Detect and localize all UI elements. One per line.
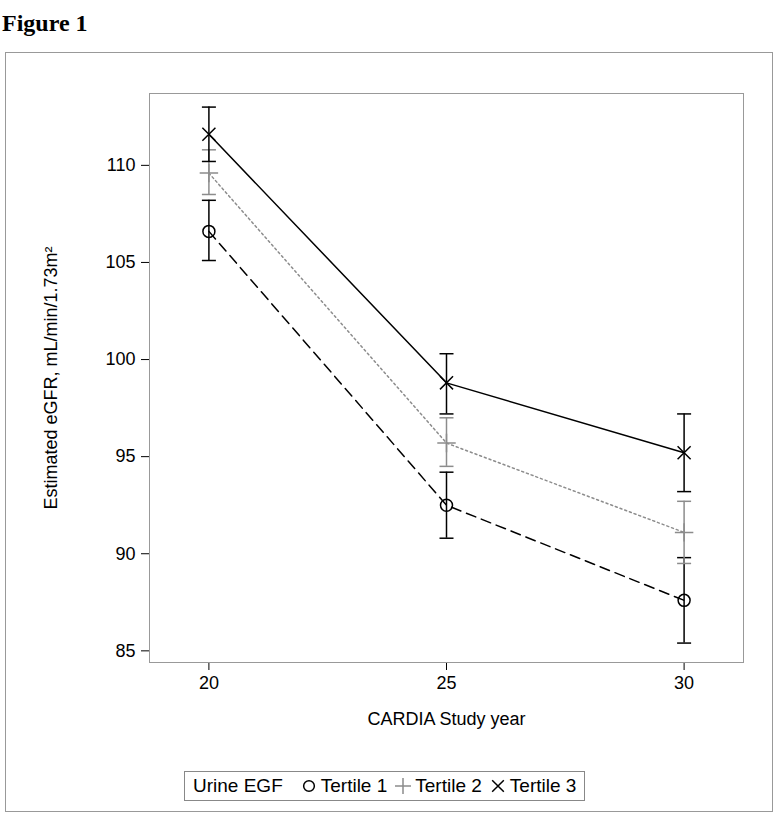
html-text:Tertile 1: Tertile 1 (320, 775, 388, 796)
html-text:Figure 1: Figure 1 (2, 10, 88, 36)
svg-text:100: 100 (105, 349, 135, 369)
svg-text:85: 85 (115, 641, 135, 661)
svg-text:Estimated eGFR, mL/min/1.73m²: Estimated eGFR, mL/min/1.73m² (41, 246, 61, 509)
svg-text:25: 25 (436, 673, 456, 693)
svg-text:30: 30 (674, 673, 694, 693)
svg-text:20: 20 (199, 673, 219, 693)
svg-text:105: 105 (105, 252, 135, 272)
html-text:Tertile 3: Tertile 3 (509, 775, 577, 796)
svg-text:90: 90 (115, 544, 135, 564)
svg-text:CARDIA Study year: CARDIA Study year (367, 709, 525, 729)
svg-text:110: 110 (107, 155, 136, 175)
html-text:Urine EGF: Urine EGF (193, 775, 283, 796)
svg-text:95: 95 (115, 446, 135, 466)
html-text:Tertile 2: Tertile 2 (415, 775, 482, 796)
